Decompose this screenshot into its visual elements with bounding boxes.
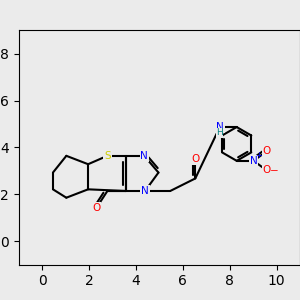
Text: O: O	[191, 154, 200, 164]
Text: O: O	[262, 165, 271, 175]
Text: O: O	[262, 146, 271, 156]
Text: H: H	[216, 128, 223, 137]
Text: N: N	[141, 186, 149, 196]
Text: N: N	[216, 122, 224, 132]
Text: S: S	[104, 151, 111, 161]
Text: +: +	[255, 151, 262, 160]
Text: N: N	[140, 151, 148, 161]
Text: N: N	[250, 156, 257, 166]
Text: −: −	[270, 167, 278, 176]
Text: O: O	[92, 203, 101, 213]
